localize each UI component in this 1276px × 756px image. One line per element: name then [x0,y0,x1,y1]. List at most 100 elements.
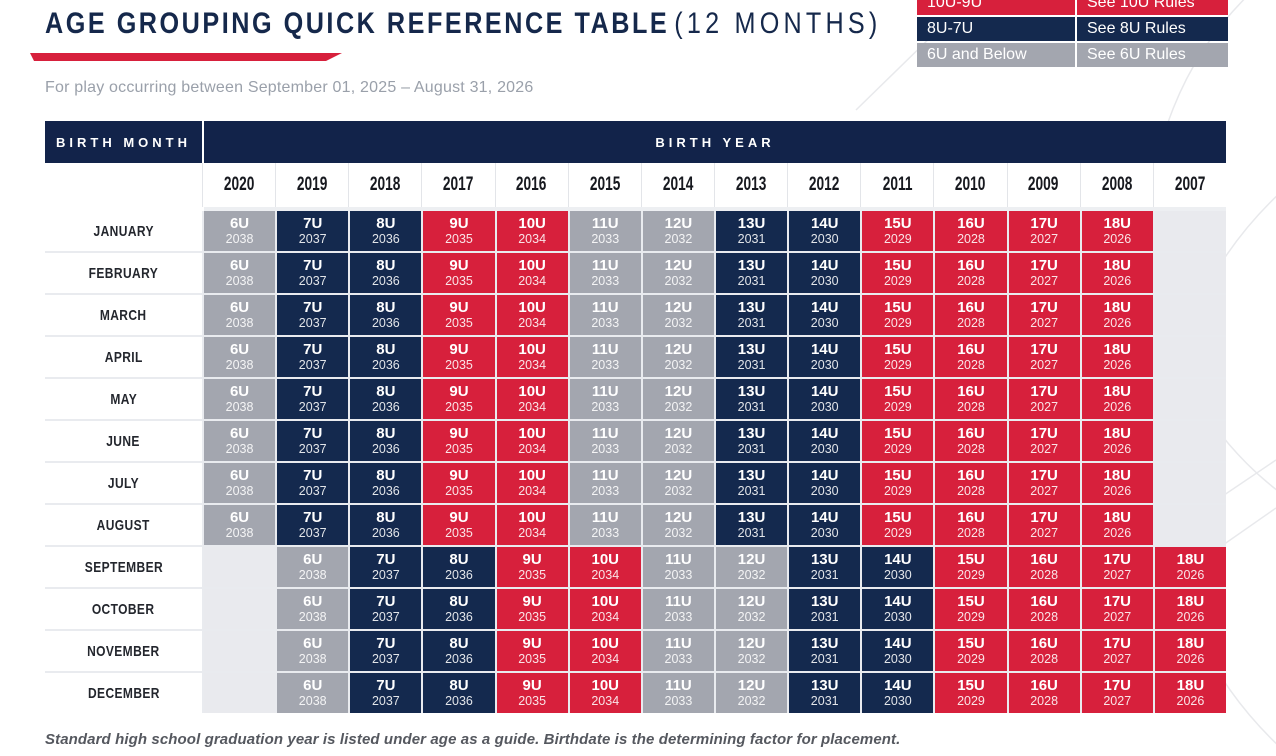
age-cell: 8U 2036 [423,631,495,671]
red-accent-stripe [30,53,342,61]
age-cell: 18U 2026 [1081,253,1153,293]
legend-rule-cell: See 6U Rules [1077,43,1228,67]
age-cell: 7U 2037 [277,211,349,251]
legend-range-cell: 8U-7U [917,17,1075,41]
empty-cell [1154,379,1226,419]
month-cell: OCTOBER [45,589,202,629]
age-cell: 14U 2030 [789,295,861,335]
legend-rule-cell: See 8U Rules [1077,17,1228,41]
age-cell: 7U 2037 [277,337,349,377]
month-cell: SEPTEMBER [45,547,202,587]
age-cell: 8U 2036 [350,295,422,335]
age-cell: 18U 2026 [1154,673,1226,713]
play-period-subtitle: For play occurring between September 01,… [45,79,534,96]
empty-cell [204,547,276,587]
age-cell: 8U 2036 [423,589,495,629]
age-cell: 17U 2027 [1008,253,1080,293]
age-cell: 8U 2036 [350,463,422,503]
age-cell: 10U 2034 [496,295,568,335]
age-cell: 8U 2036 [423,673,495,713]
age-cell: 17U 2027 [1008,295,1080,335]
age-cell: 16U 2028 [935,211,1007,251]
legend-rule-cell: See 10U Rules [1077,0,1228,15]
age-cell: 18U 2026 [1154,589,1226,629]
age-cell: 6U 2038 [277,673,349,713]
age-cell: 15U 2029 [935,673,1007,713]
age-cell: 13U 2031 [716,337,788,377]
age-cell: 12U 2032 [642,337,714,377]
age-cell: 10U 2034 [496,337,568,377]
age-cell: 17U 2027 [1008,421,1080,461]
age-cell: 14U 2030 [789,421,861,461]
age-cell: 9U 2035 [423,379,495,419]
age-cell: 15U 2029 [862,295,934,335]
age-cell: 8U 2036 [350,253,422,293]
age-cell: 10U 2034 [569,673,641,713]
age-cell: 18U 2026 [1081,505,1153,545]
age-cell: 9U 2035 [423,211,495,251]
page-title-suffix: (12 MONTHS) [674,7,882,40]
age-cell: 11U 2033 [642,673,714,713]
age-cell: 11U 2033 [569,337,641,377]
age-cell: 7U 2037 [277,463,349,503]
year-header-cell: 2020 [202,163,275,207]
row-separator [204,207,1226,211]
year-header-cell: 2008 [1079,163,1153,207]
age-cell: 11U 2033 [569,463,641,503]
table-body: JANUARY 6U 2038 7U 2037 8U 2036 9U 2035 10U 2034 11… [45,211,1226,713]
age-cell: 17U 2027 [1008,505,1080,545]
table-header: BIRTH MONTH BIRTH YEAR [45,121,1226,163]
age-cell: 11U 2033 [569,211,641,251]
age-cell: 13U 2031 [789,547,861,587]
year-header-cell: 2007 [1152,163,1226,207]
age-cell: 7U 2037 [277,505,349,545]
age-cell: 13U 2031 [789,631,861,671]
empty-cell [1154,253,1226,293]
age-cell: 18U 2026 [1154,547,1226,587]
age-cell: 7U 2037 [277,421,349,461]
age-cell: 14U 2030 [862,631,934,671]
age-cell: 10U 2034 [496,253,568,293]
empty-cell [1154,337,1226,377]
age-cell: 8U 2036 [350,211,422,251]
age-cell: 12U 2032 [642,421,714,461]
age-cell: 16U 2028 [1008,631,1080,671]
age-cell: 10U 2034 [496,211,568,251]
month-cell: MARCH [45,295,202,335]
year-header-cell: 2011 [860,163,933,207]
month-cell: FEBRUARY [45,253,202,293]
age-cell: 16U 2028 [1008,673,1080,713]
age-cell: 15U 2029 [935,589,1007,629]
age-cell: 14U 2030 [862,589,934,629]
age-cell: 17U 2027 [1008,211,1080,251]
age-cell: 14U 2030 [862,673,934,713]
age-cell: 8U 2036 [350,379,422,419]
year-header-cell: 2014 [640,163,714,207]
age-cell: 11U 2033 [569,295,641,335]
age-cell: 12U 2032 [642,253,714,293]
age-cell: 15U 2029 [862,211,934,251]
age-cell: 12U 2032 [642,463,714,503]
age-cell: 16U 2028 [935,463,1007,503]
age-cell: 11U 2033 [642,547,714,587]
age-cell: 9U 2035 [496,547,568,587]
age-cell: 10U 2034 [569,631,641,671]
age-cell: 9U 2035 [423,337,495,377]
year-header-cell: 2018 [348,163,421,207]
age-cell: 14U 2030 [789,463,861,503]
age-cell: 9U 2035 [423,505,495,545]
age-cell: 13U 2031 [716,253,788,293]
age-cell: 6U 2038 [277,589,349,629]
age-cell: 15U 2029 [862,337,934,377]
age-cell: 14U 2030 [789,253,861,293]
age-cell: 15U 2029 [935,631,1007,671]
age-cell: 10U 2034 [496,505,568,545]
month-cell: JUNE [45,421,202,461]
age-cell: 15U 2029 [862,463,934,503]
age-cell: 10U 2034 [569,589,641,629]
age-cell: 7U 2037 [350,547,422,587]
age-cell: 12U 2032 [642,211,714,251]
age-cell: 6U 2038 [204,337,276,377]
age-cell: 10U 2034 [569,547,641,587]
age-cell: 6U 2038 [204,253,276,293]
